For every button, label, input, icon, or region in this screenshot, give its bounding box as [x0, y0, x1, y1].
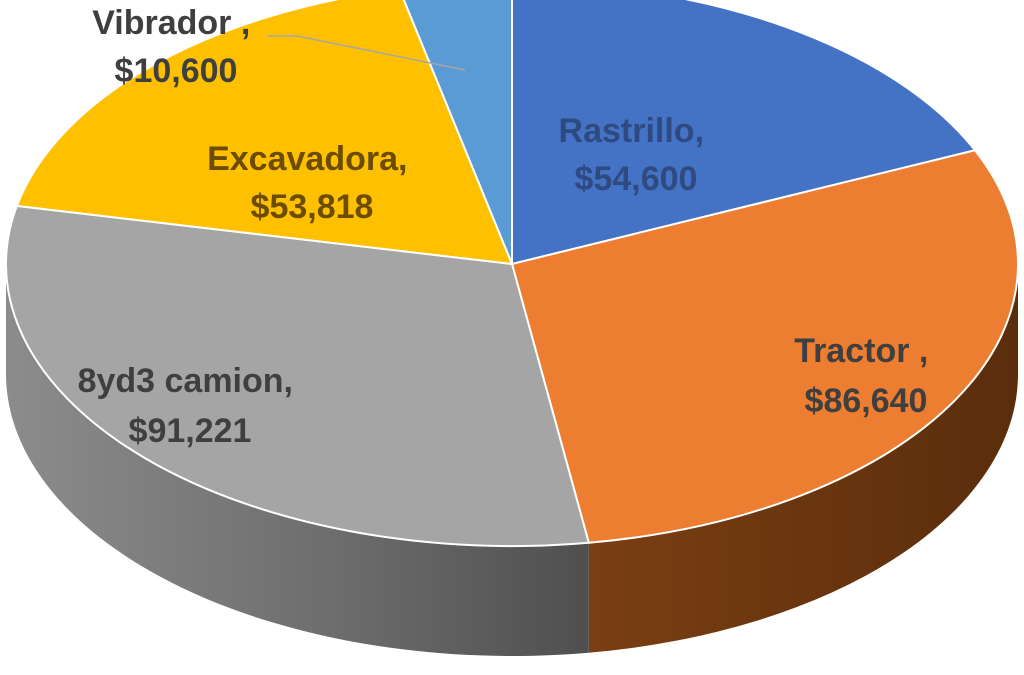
label-8yd3-camion: 8yd3 camion, $91,221 — [78, 362, 303, 450]
label-excavadora: Excavadora, $53,818 — [207, 140, 417, 226]
pie-slices — [5, 0, 1019, 547]
label-vibrador-name: Vibrador , — [92, 4, 250, 42]
label-tractor: Tractor , $86,640 — [794, 332, 938, 420]
label-tractor-name: Tractor , — [794, 332, 928, 370]
label-8yd3-camion-value: $91,221 — [129, 412, 252, 450]
pie-slice-vibrador — [402, 0, 513, 265]
vibrador-leader-line — [268, 35, 466, 71]
pie-slice-excavadora — [15, 0, 514, 266]
label-excavadora-name: Excavadora, — [207, 140, 407, 178]
pie-slice-tractor — [510, 149, 1019, 544]
pie-side-8yd3-camion — [6, 264, 589, 656]
label-vibrador-value: $10,600 — [115, 52, 238, 90]
pie-side-tractor — [588, 264, 1018, 653]
label-rastrillo-value: $54,600 — [575, 160, 698, 198]
label-8yd3-camion-name: 8yd3 camion, — [78, 362, 293, 400]
pie-slice-8yd3-camion — [5, 204, 591, 547]
label-rastrillo: Rastrillo, $54,600 — [559, 112, 714, 198]
pie-slice-rastrillo — [511, 0, 977, 266]
label-excavadora-value: $53,818 — [251, 188, 374, 226]
label-vibrador: Vibrador , $10,600 — [92, 4, 260, 90]
slice-labels: Rastrillo, $54,600 Tractor , $86,640 8yd… — [78, 4, 938, 450]
pie-sides — [6, 264, 1018, 656]
label-rastrillo-name: Rastrillo, — [559, 112, 704, 150]
label-tractor-value: $86,640 — [805, 382, 928, 420]
